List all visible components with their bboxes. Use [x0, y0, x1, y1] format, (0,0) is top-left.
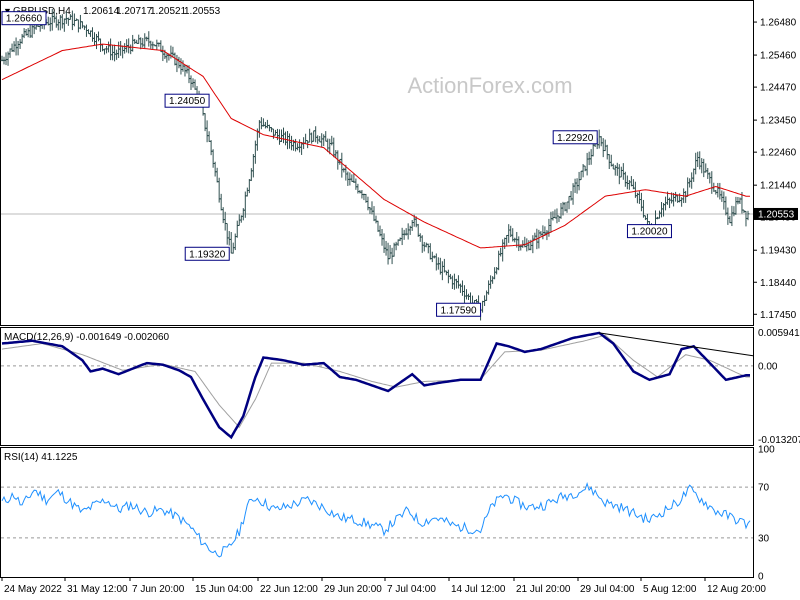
- annotation-label: 1.26660: [6, 14, 43, 25]
- price-tick-label: 1.23450: [760, 116, 797, 127]
- time-tick-label: 15 Jun 04:00: [195, 584, 253, 595]
- time-tick-label: 29 Jun 20:00: [324, 584, 382, 595]
- annotation-label: 1.24050: [169, 96, 206, 107]
- rsi-tick-label: 100: [758, 445, 775, 456]
- time-tick-label: 7 Jun 20:00: [132, 584, 185, 595]
- time-tick-label: 31 May 12:00: [67, 584, 128, 595]
- header-low: 1.20521: [150, 6, 187, 17]
- rsi-line: [1, 481, 751, 558]
- price-annotation: 1.17590: [436, 302, 482, 317]
- price-tick-label: 1.21440: [760, 181, 797, 192]
- annotation-label: 1.17590: [440, 305, 477, 316]
- price-annotation: 1.19320: [184, 246, 230, 261]
- time-tick-label: 14 Jul 12:00: [451, 584, 506, 595]
- price-tick-label: 1.25460: [760, 51, 797, 62]
- price-plot: 1.26660 1.24050 1.19320 1.17590 1.22920 1.200…: [0, 8, 753, 321]
- time-tick-label: 22 Jun 12:00: [260, 584, 318, 595]
- symbol-marker-icon: ▼: [3, 6, 12, 16]
- last-price-label: 1.20553: [758, 209, 795, 220]
- header-high: 1.20717: [116, 6, 153, 17]
- price-pane: [0, 0, 754, 326]
- last-price-tag: 1.20553: [754, 207, 798, 220]
- price-annotation: 1.22920: [552, 130, 598, 145]
- macd-label: MACD(12,26,9) -0.001649 -0.002060: [4, 332, 170, 343]
- rsi-tick-label: 0: [758, 572, 764, 583]
- time-tick-label: 29 Jul 04:00: [580, 584, 635, 595]
- time-tick-label: 21 Jul 20:00: [516, 584, 571, 595]
- ohlc-bars: [0, 8, 750, 321]
- annotation-label: 1.22920: [557, 133, 594, 144]
- time-tick-label: 5 Aug 12:00: [643, 584, 697, 595]
- watermark: ActionForex.com: [407, 73, 572, 98]
- price-tick-label: 1.24470: [760, 83, 797, 94]
- price-tick-label: 1.26480: [760, 18, 797, 29]
- header-open: 1.20614: [83, 6, 120, 17]
- price-tick-label: 1.17450: [760, 310, 797, 321]
- annotation-label: 1.19320: [189, 249, 226, 260]
- rsi-pane: [0, 447, 754, 578]
- rsi-plot: [1, 481, 753, 558]
- axes: 1.26480 1.25460 1.24470 1.23450 1.22460 1.214…: [1, 18, 800, 595]
- time-tick-label: 24 May 2022: [4, 584, 62, 595]
- macd-line: [1, 331, 750, 440]
- macd-plot: [1, 331, 754, 440]
- price-tick-label: 1.18440: [760, 278, 797, 289]
- macd-tick-label: 0.005941: [758, 328, 800, 339]
- time-tick-label: 7 Jul 04:00: [387, 584, 436, 595]
- header-close: 1.20553: [184, 6, 221, 17]
- macd-trendline: [599, 332, 754, 357]
- time-tick-label: 12 Aug 20:00: [707, 584, 766, 595]
- price-annotation: 1.26660: [1, 11, 47, 26]
- rsi-label: RSI(14) 41.1225: [4, 452, 78, 463]
- macd-tick-label: 0.00: [758, 361, 778, 372]
- price-annotation: 1.20020: [626, 224, 672, 239]
- macd-tick-label: -0.013207: [758, 435, 800, 446]
- price-annotation: 1.24050: [164, 93, 210, 108]
- rsi-tick-label: 30: [758, 533, 770, 544]
- rsi-tick-label: 70: [758, 483, 770, 494]
- price-tick-label: 1.19430: [760, 246, 797, 257]
- ohlc-bar: [746, 210, 750, 221]
- annotation-label: 1.20020: [631, 227, 668, 238]
- price-tick-label: 1.22460: [760, 148, 797, 159]
- moving-average-line: [1, 43, 750, 249]
